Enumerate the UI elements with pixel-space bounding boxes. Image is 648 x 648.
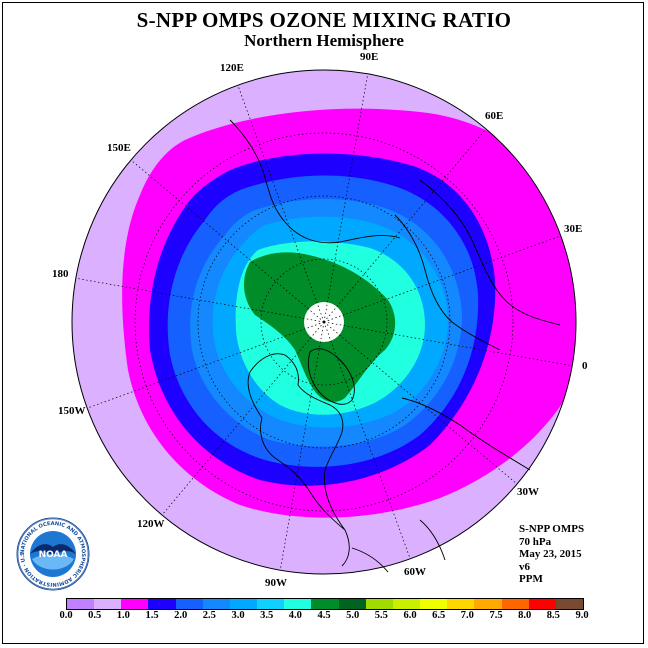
colorbar-swatch bbox=[528, 599, 556, 609]
colorbar-tick-label: 4.5 bbox=[317, 610, 331, 621]
colorbar-tick-label: 6.5 bbox=[432, 610, 446, 621]
coast-south-america bbox=[351, 519, 446, 573]
colorbar-swatch bbox=[202, 599, 230, 609]
colorbar-swatch bbox=[311, 599, 339, 609]
lon-label-0: 0 bbox=[582, 360, 588, 372]
colorbar-tick-label: 5.0 bbox=[346, 610, 360, 621]
colorbar-tick-label: 0.0 bbox=[59, 610, 73, 621]
info-date: May 23, 2015 bbox=[519, 548, 582, 560]
map-boundary bbox=[71, 69, 577, 575]
coast-greenland bbox=[307, 348, 355, 405]
lon-label-30w: 30W bbox=[517, 486, 539, 498]
colorbar-swatch bbox=[175, 599, 203, 609]
lon-label-120e: 120E bbox=[220, 62, 244, 74]
logo-text: NOAA bbox=[39, 550, 68, 560]
colorbar-swatch bbox=[229, 599, 258, 609]
lon-label-30e: 30E bbox=[564, 223, 583, 235]
lon-label-180: 180 bbox=[52, 268, 69, 280]
colorbar-tick-label: 1.0 bbox=[116, 610, 130, 621]
colorbar-tick-label: 2.0 bbox=[174, 610, 188, 621]
lon-label-90w: 90W bbox=[265, 577, 287, 589]
colorbar-tick-label: 0.5 bbox=[88, 610, 102, 621]
colorbar-swatch bbox=[447, 599, 475, 609]
map-subtitle: Northern Hemisphere bbox=[244, 31, 404, 50]
colorbar-swatch bbox=[420, 599, 448, 609]
coast-north-america bbox=[247, 353, 350, 567]
colorbar-tick-label: 1.5 bbox=[145, 610, 159, 621]
lon-label-150e: 150E bbox=[107, 142, 131, 154]
ozone-field bbox=[72, 70, 576, 574]
noaa-logo: NATIONAL OCEANIC AND ATMOSPHERIC ADMINIS… bbox=[16, 517, 90, 591]
colorbar-tick-label: 8.5 bbox=[546, 610, 560, 621]
colorbar-swatch bbox=[474, 599, 502, 609]
latitude-circle bbox=[197, 195, 451, 449]
colorbar-swatch bbox=[284, 599, 312, 609]
colorbar bbox=[66, 598, 584, 610]
colorbar-swatch bbox=[94, 599, 122, 609]
colorbar-swatch bbox=[338, 599, 366, 609]
colorbar-tick-label: 7.0 bbox=[460, 610, 474, 621]
info-pressure: 70 hPa bbox=[519, 535, 552, 548]
colorbar-tick-label: 5.5 bbox=[374, 610, 388, 621]
colorbar-swatch bbox=[148, 599, 176, 609]
colorbar-tick-label: 3.5 bbox=[260, 610, 274, 621]
info-units: PPM bbox=[519, 573, 543, 585]
colorbar-swatch bbox=[501, 599, 529, 609]
lon-label-120w: 120W bbox=[137, 518, 165, 530]
product-info: S-NPP OMPS 70 hPa May 23, 2015 v6 PPM bbox=[519, 523, 584, 586]
colorbar-tick-label: 7.5 bbox=[489, 610, 503, 621]
colorbar-swatch bbox=[257, 599, 285, 609]
colorbar-swatch bbox=[121, 599, 149, 609]
colorbar-swatch bbox=[555, 599, 583, 609]
latitude-circle bbox=[134, 132, 514, 512]
coast-asia-east bbox=[229, 119, 401, 244]
info-instrument: S-NPP OMPS bbox=[519, 523, 585, 535]
lon-label-60e: 60E bbox=[485, 110, 504, 122]
lon-label-60w: 60W bbox=[404, 566, 426, 578]
info-version: v6 bbox=[519, 560, 530, 573]
coastlines bbox=[229, 119, 561, 573]
colorbar-tick-label: 9.0 bbox=[575, 610, 589, 621]
colorbar-swatch bbox=[67, 599, 95, 609]
colorbar-tick-label: 3.0 bbox=[231, 610, 245, 621]
latitude-circle bbox=[260, 258, 388, 386]
colorbar-swatch bbox=[365, 599, 393, 609]
lon-label-90e: 90E bbox=[360, 51, 379, 63]
colorbar-tick-label: 4.0 bbox=[288, 610, 302, 621]
colorbar-tick-label: 2.5 bbox=[202, 610, 216, 621]
colorbar-swatch bbox=[392, 599, 421, 609]
map-title: S-NPP OMPS OZONE MIXING RATIO bbox=[136, 8, 512, 32]
colorbar-tick-label: 8.0 bbox=[518, 610, 532, 621]
coast-eurasia bbox=[394, 179, 561, 471]
graticule bbox=[75, 73, 573, 571]
colorbar-tick-label: 6.0 bbox=[403, 610, 417, 621]
lon-label-150w: 150W bbox=[58, 405, 86, 417]
